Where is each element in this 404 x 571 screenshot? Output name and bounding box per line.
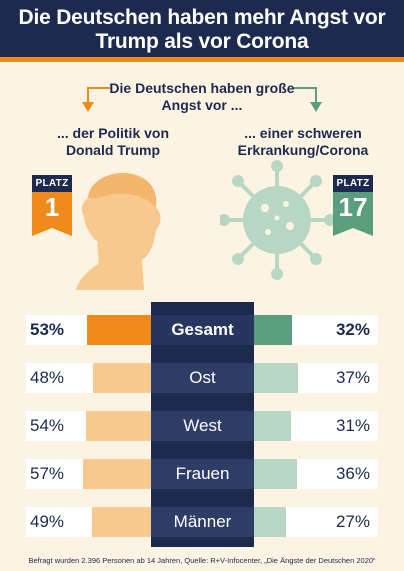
- rank-badge-caption: PLATZ: [32, 175, 72, 192]
- header: Die Deutschen haben mehr Angst vor Trump…: [0, 0, 404, 62]
- category-label: Männer: [173, 512, 232, 531]
- rank-badge-caption: PLATZ: [333, 175, 373, 192]
- category-label: Gesamt: [171, 320, 234, 339]
- value-label-left: 54%: [30, 416, 65, 435]
- right-category-label: ... einer schweren Erkrankung/Corona: [237, 125, 369, 158]
- category-band: [151, 459, 254, 489]
- category-label: Ost: [189, 368, 216, 387]
- category-highlight: [151, 315, 254, 345]
- category-label: West: [183, 416, 222, 435]
- category-band: [151, 363, 254, 393]
- bar-right: [254, 507, 287, 537]
- category-label: Frauen: [175, 464, 230, 483]
- value-label-right: 36%: [335, 464, 370, 483]
- subtitle: Die Deutschen haben große Angst vor ...: [109, 80, 295, 113]
- rank-badge-left: PLATZ 1: [32, 175, 72, 237]
- bar-left: [93, 363, 151, 393]
- badge-ribbon-tail: [32, 222, 72, 236]
- value-label-right: 37%: [335, 368, 370, 387]
- coronavirus-icon: [220, 160, 335, 280]
- arrow-down-left-icon: [82, 87, 110, 112]
- source-footnote: Befragt wurden 2.396 Personen ab 14 Jahr…: [28, 556, 376, 565]
- rank-badge-number: 17: [333, 192, 373, 222]
- bar-left: [86, 411, 151, 441]
- value-label-left: 53%: [30, 320, 65, 339]
- value-label-left: 49%: [30, 512, 65, 531]
- left-category-label: ... der Politik von Donald Trump: [56, 125, 170, 158]
- category-band: [151, 507, 254, 537]
- arrow-down-right-icon: [294, 87, 322, 112]
- bar-left: [92, 507, 151, 537]
- category-band: [151, 411, 254, 441]
- bar-left: [82, 459, 151, 489]
- bar-right: [254, 411, 292, 441]
- bar-right: [254, 459, 298, 489]
- value-label-right: 27%: [335, 512, 370, 531]
- bar-left: [87, 315, 151, 345]
- bar-right: [254, 363, 299, 393]
- value-label-left: 48%: [30, 368, 65, 387]
- value-label-right: 31%: [335, 416, 370, 435]
- value-label-left: 57%: [30, 464, 65, 483]
- rank-badge-right: PLATZ 17: [333, 175, 373, 237]
- rank-badge-number: 1: [32, 192, 72, 222]
- page-title: Die Deutschen haben mehr Angst vor Trump…: [18, 6, 386, 53]
- value-label-right: 32%: [335, 320, 370, 339]
- bar-right: [254, 315, 293, 345]
- badge-ribbon-tail: [333, 222, 373, 236]
- trump-silhouette-icon: [76, 173, 161, 290]
